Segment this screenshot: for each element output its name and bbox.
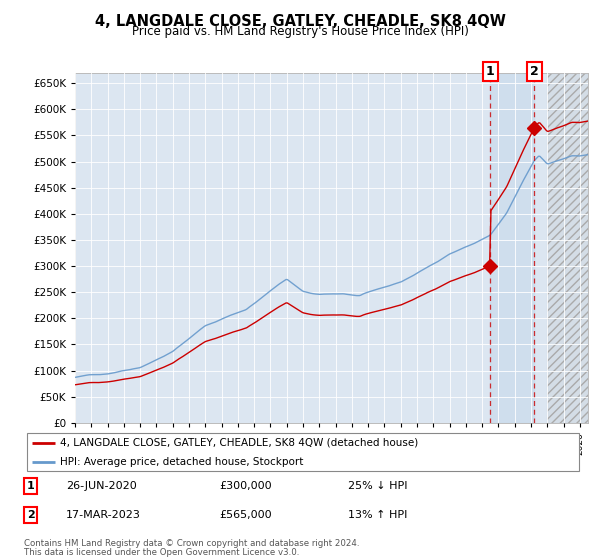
Text: Contains HM Land Registry data © Crown copyright and database right 2024.: Contains HM Land Registry data © Crown c…	[24, 539, 359, 548]
Text: 4, LANGDALE CLOSE, GATLEY, CHEADLE, SK8 4QW (detached house): 4, LANGDALE CLOSE, GATLEY, CHEADLE, SK8 …	[60, 437, 419, 447]
Text: 13% ↑ HPI: 13% ↑ HPI	[347, 510, 407, 520]
Bar	[547, 73, 588, 423]
Bar	[490, 73, 535, 423]
FancyBboxPatch shape	[27, 433, 579, 471]
Text: 25% ↓ HPI: 25% ↓ HPI	[347, 481, 407, 491]
Text: This data is licensed under the Open Government Licence v3.0.: This data is licensed under the Open Gov…	[24, 548, 299, 557]
Text: 1: 1	[27, 481, 35, 491]
Text: 1: 1	[486, 65, 494, 78]
Text: 26-JUN-2020: 26-JUN-2020	[66, 481, 137, 491]
Text: HPI: Average price, detached house, Stockport: HPI: Average price, detached house, Stoc…	[60, 457, 304, 467]
Text: 4, LANGDALE CLOSE, GATLEY, CHEADLE, SK8 4QW: 4, LANGDALE CLOSE, GATLEY, CHEADLE, SK8 …	[95, 14, 505, 29]
Text: £565,000: £565,000	[220, 510, 272, 520]
Text: Price paid vs. HM Land Registry's House Price Index (HPI): Price paid vs. HM Land Registry's House …	[131, 25, 469, 38]
Text: 2: 2	[530, 65, 539, 78]
Text: 2: 2	[27, 510, 35, 520]
Bar	[547, 73, 588, 423]
Text: £300,000: £300,000	[220, 481, 272, 491]
Text: 17-MAR-2023: 17-MAR-2023	[66, 510, 141, 520]
